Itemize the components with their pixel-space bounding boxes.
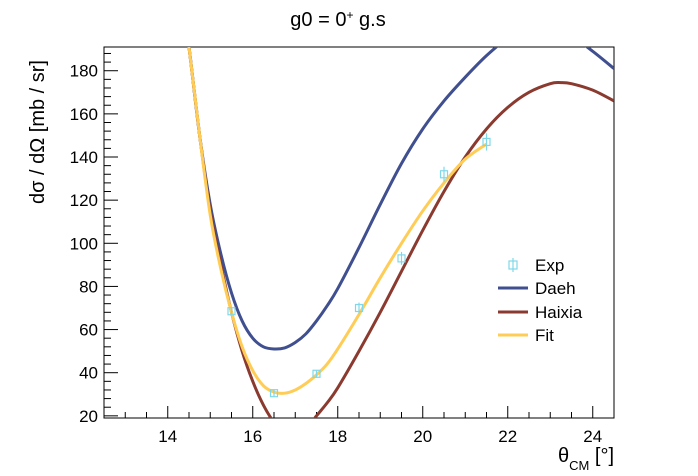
data-point xyxy=(227,306,236,316)
x-tick-label: 18 xyxy=(328,427,347,446)
points-layer xyxy=(227,133,491,398)
legend-exp-marker xyxy=(508,260,518,270)
data-point xyxy=(269,389,279,398)
y-tick-label: 40 xyxy=(79,364,98,383)
legend-entry-daeh: Daeh xyxy=(498,279,576,298)
series-daeh-line xyxy=(187,47,614,351)
point-marker xyxy=(482,137,491,147)
y-tick-label: 140 xyxy=(70,148,98,167)
y-tick-label: 20 xyxy=(79,407,98,426)
data-point xyxy=(482,133,491,151)
point-marker xyxy=(397,254,406,263)
series-fit-line xyxy=(187,47,488,395)
legend: Exp Daeh Haixia Fit xyxy=(498,256,583,345)
point-marker xyxy=(312,369,321,378)
y-tick-label: 180 xyxy=(70,62,98,81)
x-axis-title: θCM [°] xyxy=(558,445,614,473)
y-tick-label: 60 xyxy=(79,321,98,340)
legend-label-haixia: Haixia xyxy=(535,303,583,322)
legend-entry-exp: Exp xyxy=(508,256,564,275)
legend-entry-fit: Fit xyxy=(498,326,554,345)
plot-frame xyxy=(103,46,615,419)
y-tick-label: 160 xyxy=(70,105,98,124)
y-axis: 20 40 60 80 100 120 140 160 180 xyxy=(70,52,118,426)
x-tick-label: 16 xyxy=(243,427,262,446)
data-point xyxy=(397,251,406,265)
legend-label-exp: Exp xyxy=(535,256,564,275)
point-marker xyxy=(354,303,364,313)
x-axis: 14 16 18 20 22 24 xyxy=(103,406,615,446)
chart-title: g0 = 0+ g.s xyxy=(290,8,385,31)
y-axis-title: dσ / dΩ [mb / sr] xyxy=(27,60,49,204)
legend-label-daeh: Daeh xyxy=(535,279,576,298)
y-tick-label: 120 xyxy=(70,191,98,210)
legend-entry-haixia: Haixia xyxy=(498,303,583,322)
point-marker xyxy=(227,307,236,316)
data-point xyxy=(439,166,449,182)
data-point xyxy=(354,302,364,314)
legend-label-fit: Fit xyxy=(535,326,554,345)
x-tick-label: 22 xyxy=(498,427,517,446)
point-marker xyxy=(269,389,279,398)
x-tick-label: 20 xyxy=(413,427,432,446)
y-tick-label: 100 xyxy=(70,234,98,253)
x-tick-label: 14 xyxy=(158,427,177,446)
data-point xyxy=(312,369,321,378)
series-haixia-line xyxy=(187,47,614,418)
y-tick-label: 80 xyxy=(79,277,98,296)
curves-layer xyxy=(187,47,614,418)
x-tick-label: 24 xyxy=(583,427,602,446)
point-marker xyxy=(439,170,449,179)
